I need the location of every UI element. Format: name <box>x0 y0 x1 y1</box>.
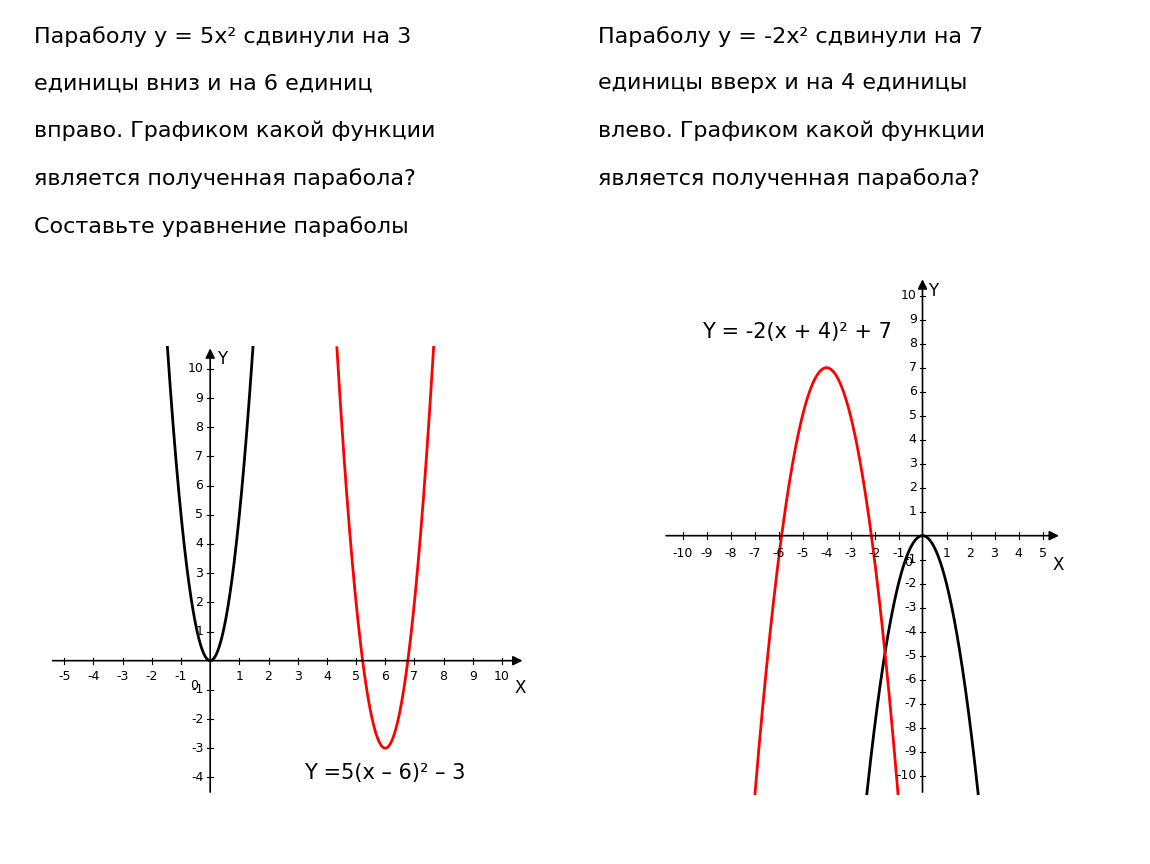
Text: 1: 1 <box>943 547 950 560</box>
Text: 8: 8 <box>196 421 204 434</box>
Text: -4: -4 <box>904 626 917 638</box>
Text: -1: -1 <box>904 553 917 566</box>
Text: 7: 7 <box>196 450 204 463</box>
Text: влево. Графиком какой функции: влево. Графиком какой функции <box>598 121 986 142</box>
Text: 2: 2 <box>264 670 273 683</box>
Text: 2: 2 <box>908 481 917 494</box>
Text: -1: -1 <box>892 547 905 560</box>
Text: вправо. Графиком какой функции: вправо. Графиком какой функции <box>34 121 436 142</box>
Text: 9: 9 <box>196 391 204 404</box>
Text: X: X <box>515 678 527 696</box>
Text: 6: 6 <box>382 670 389 683</box>
Text: 4: 4 <box>196 537 204 550</box>
Text: 8: 8 <box>908 337 917 350</box>
Text: -10: -10 <box>896 769 917 782</box>
Text: 3: 3 <box>908 457 917 470</box>
Text: 3: 3 <box>990 547 998 560</box>
Text: 9: 9 <box>469 670 477 683</box>
Text: Y = -2(x + 4)² + 7: Y = -2(x + 4)² + 7 <box>702 321 891 341</box>
Text: 7: 7 <box>411 670 419 683</box>
Text: -5: -5 <box>58 670 70 683</box>
Text: 3: 3 <box>196 567 204 580</box>
Text: -7: -7 <box>904 697 917 710</box>
Text: -2: -2 <box>868 547 881 560</box>
Text: -5: -5 <box>796 547 808 560</box>
Text: 2: 2 <box>966 547 974 560</box>
Text: 10: 10 <box>900 289 917 302</box>
Text: 2: 2 <box>196 596 204 609</box>
Text: -3: -3 <box>116 670 129 683</box>
Text: -4: -4 <box>191 771 204 784</box>
Text: -5: -5 <box>904 649 917 662</box>
Text: 1: 1 <box>908 505 917 518</box>
Text: 5: 5 <box>196 508 204 521</box>
Text: 4: 4 <box>1014 547 1022 560</box>
Text: -7: -7 <box>749 547 761 560</box>
Text: единицы вверх и на 4 единицы: единицы вверх и на 4 единицы <box>598 73 967 93</box>
Text: 4: 4 <box>908 433 917 446</box>
Text: 0: 0 <box>905 556 913 569</box>
Text: -9: -9 <box>904 745 917 759</box>
Text: -3: -3 <box>904 601 917 614</box>
Text: -8: -8 <box>724 547 737 560</box>
Text: является полученная парабола?: является полученная парабола? <box>34 168 416 189</box>
Text: -9: -9 <box>700 547 713 560</box>
Text: -10: -10 <box>673 547 692 560</box>
Text: -8: -8 <box>904 721 917 734</box>
Text: -6: -6 <box>773 547 784 560</box>
Text: -1: -1 <box>191 683 204 696</box>
Text: 5: 5 <box>352 670 360 683</box>
Text: Y =5(x – 6)² – 3: Y =5(x – 6)² – 3 <box>304 763 465 783</box>
Text: 1: 1 <box>196 625 204 638</box>
Text: -2: -2 <box>146 670 158 683</box>
Text: Параболу y = -2x² сдвинули на 7: Параболу y = -2x² сдвинули на 7 <box>598 26 983 47</box>
Text: Составьте уравнение параболы: Составьте уравнение параболы <box>34 216 409 237</box>
Text: является полученная парабола?: является полученная парабола? <box>598 168 980 189</box>
Text: Y: Y <box>217 350 228 368</box>
Text: 1: 1 <box>236 670 244 683</box>
Text: Y: Y <box>928 282 938 300</box>
Text: 3: 3 <box>293 670 301 683</box>
Text: -3: -3 <box>844 547 857 560</box>
Text: -3: -3 <box>191 741 204 754</box>
Text: 5: 5 <box>908 410 917 422</box>
Text: 9: 9 <box>908 313 917 327</box>
Text: 6: 6 <box>196 480 204 492</box>
Text: 4: 4 <box>323 670 331 683</box>
Text: Параболу y = 5x² сдвинули на 3: Параболу y = 5x² сдвинули на 3 <box>34 26 412 47</box>
Text: X: X <box>1052 556 1064 575</box>
Text: -1: -1 <box>175 670 187 683</box>
Text: -2: -2 <box>191 713 204 726</box>
Text: -4: -4 <box>820 547 833 560</box>
Text: единицы вниз и на 6 единиц: единицы вниз и на 6 единиц <box>34 73 373 93</box>
Text: 0: 0 <box>190 678 198 692</box>
Text: 10: 10 <box>187 362 204 376</box>
Text: 8: 8 <box>439 670 447 683</box>
Text: 6: 6 <box>908 385 917 398</box>
Text: -6: -6 <box>904 673 917 686</box>
Text: -2: -2 <box>904 577 917 590</box>
Text: -4: -4 <box>87 670 100 683</box>
Text: 5: 5 <box>1038 547 1046 560</box>
Text: 7: 7 <box>908 361 917 374</box>
Text: 10: 10 <box>494 670 509 683</box>
